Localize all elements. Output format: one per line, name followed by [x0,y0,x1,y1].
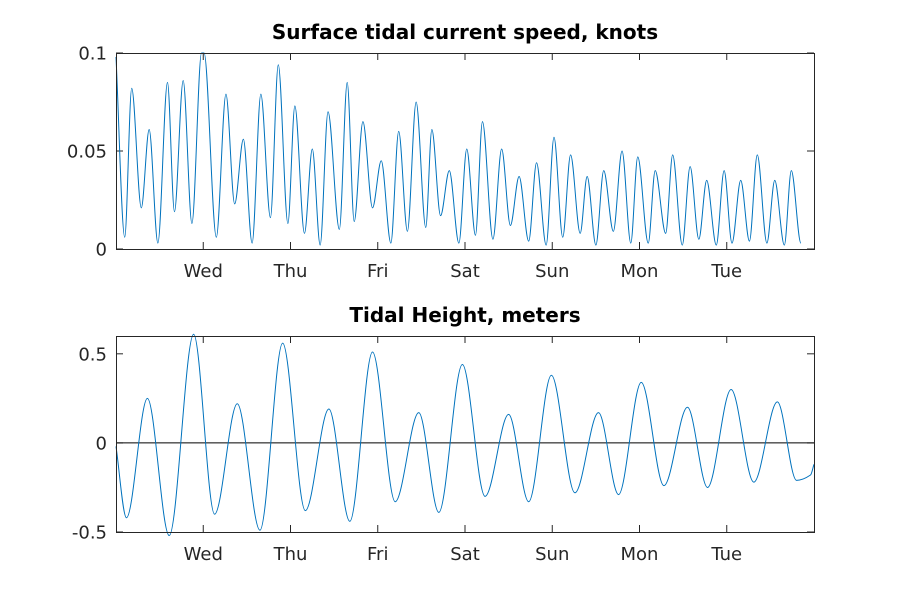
tidal-height-xtick-label: Wed [184,544,223,565]
tidal-height-chart: Tidal Height, meters -0.5 0 0.5 Wed Thu Fri Sa… [72,303,815,565]
tidal-height-xtick-label: Sat [450,544,480,565]
current-speed-series-line [115,52,802,246]
current-speed-xtick-label: Sun [535,261,569,282]
tidal-height-series-line [115,333,815,537]
tidal-height-ytick-label: 0.5 [78,344,107,365]
current-speed-ytick-label: 0.05 [67,142,107,163]
current-speed-xtick-label: Fri [367,261,388,282]
current-speed-ytick-label: 0.1 [78,44,107,65]
current-speed-xtick-label: Sat [450,261,480,282]
tidal-height-xtick-label: Fri [367,544,388,565]
current-speed-ytick-label: 0 [96,240,107,261]
current-speed-plot-layer [115,52,802,246]
current-speed-xtick-label: Tue [710,261,742,282]
tidal-height-chart-title: Tidal Height, meters [349,303,580,327]
tidal-height-xtick-label: Thu [273,544,308,565]
tidal-height-xtick-label: Sun [535,544,569,565]
tidal-height-xtick-label: Tue [710,544,742,565]
tidal-height-xtick-label: Mon [621,544,659,565]
tidal-height-plot-layer [115,333,815,537]
current-speed-tick-layer: 0 0.05 0.1 Wed Thu Fri Sat Sun Mon Tue [67,44,814,282]
tidal-height-axes-frame [116,336,815,533]
current-speed-xtick-label: Mon [621,261,659,282]
tidal-height-ytick-label: 0 [96,433,107,454]
current-speed-chart-title: Surface tidal current speed, knots [272,20,658,44]
tidal-height-ytick-label: -0.5 [72,523,107,544]
tidal-height-tick-layer: -0.5 0 0.5 Wed Thu Fri Sat Sun Mon Tue [72,336,814,565]
current-speed-xtick-label: Wed [184,261,223,282]
current-speed-chart: Surface tidal current speed, knots 0 0.05… [67,20,815,282]
current-speed-xtick-label: Thu [273,261,308,282]
current-speed-axes-frame [116,53,815,250]
